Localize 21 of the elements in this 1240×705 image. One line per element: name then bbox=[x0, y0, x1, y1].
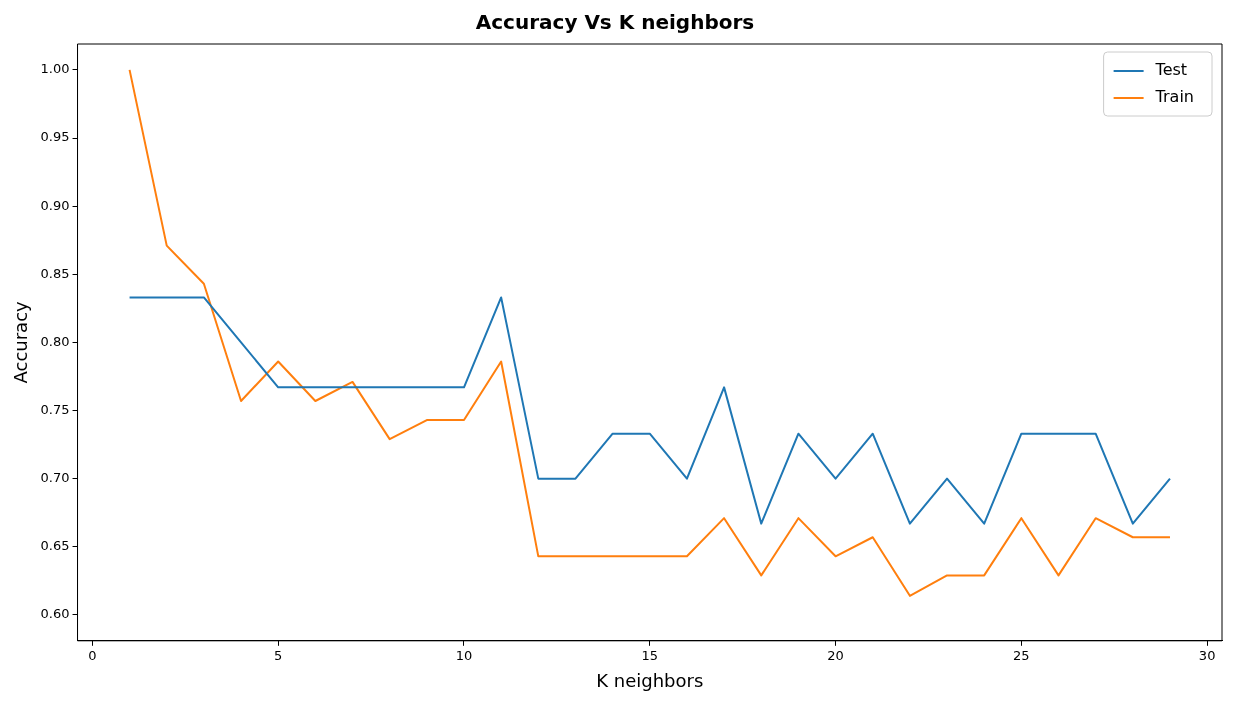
y-axis-title: Accuracy bbox=[10, 300, 32, 384]
y-tick-label: 0.95 bbox=[40, 129, 70, 145]
legend-label: Test bbox=[1154, 60, 1188, 80]
x-tick-label: 5 bbox=[274, 647, 283, 663]
y-tick-label: 0.70 bbox=[40, 470, 70, 486]
legend-label: Train bbox=[1154, 87, 1194, 107]
x-tick-label: 25 bbox=[1013, 647, 1030, 663]
y-tick-label: 0.60 bbox=[40, 606, 70, 622]
y-tick-label: 0.90 bbox=[40, 197, 70, 213]
x-tick-label: 0 bbox=[88, 647, 97, 663]
x-tick-label: 10 bbox=[455, 647, 473, 663]
x-tick-label: 20 bbox=[827, 647, 844, 663]
y-tick-label: 1.00 bbox=[40, 61, 70, 77]
x-tick-label: 15 bbox=[641, 647, 659, 663]
y-tick-label: 0.80 bbox=[40, 333, 70, 349]
y-tick-label: 0.85 bbox=[40, 265, 70, 281]
chart-title: Accuracy Vs K neighbors bbox=[475, 10, 755, 35]
x-tick-label: 30 bbox=[1198, 647, 1216, 663]
y-tick-label: 0.65 bbox=[40, 538, 70, 554]
x-axis-title: K neighbors bbox=[596, 669, 704, 691]
y-tick-label: 0.75 bbox=[40, 401, 70, 417]
